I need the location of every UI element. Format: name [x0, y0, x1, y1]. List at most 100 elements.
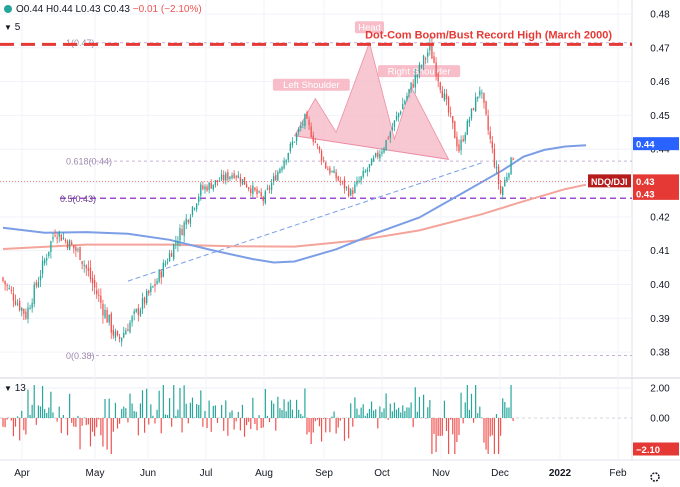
candle-body	[495, 166, 498, 169]
candle-body	[237, 175, 239, 178]
candle-body	[254, 187, 256, 191]
time-tick-label: Dec	[491, 468, 509, 479]
candle-body	[347, 187, 350, 196]
candle-body	[356, 180, 358, 185]
candle-body	[425, 58, 427, 60]
candle-body	[58, 232, 60, 237]
candle-body	[200, 184, 202, 196]
candle-body	[300, 126, 302, 128]
lower-pane-legend[interactable]: ▼ 13	[4, 383, 26, 394]
candle-body	[266, 188, 269, 190]
candle-body	[433, 56, 435, 63]
candle-body	[214, 180, 217, 186]
candle-body	[333, 170, 335, 173]
time-tick-label: Oct	[374, 468, 390, 479]
chevron-down-icon[interactable]: ▼	[4, 384, 12, 393]
candle-body	[158, 270, 160, 282]
candle-body	[352, 190, 354, 194]
candle-body	[337, 176, 339, 181]
candle-body	[464, 134, 466, 141]
candle-body	[360, 176, 362, 181]
candle-body	[458, 144, 460, 152]
candle-body	[264, 191, 267, 204]
head-label-box	[354, 21, 385, 34]
candle-body	[439, 82, 441, 90]
candle-body	[491, 141, 493, 149]
visibility-icon[interactable]	[4, 5, 12, 13]
candle-body	[402, 104, 404, 110]
candle-body	[456, 136, 458, 147]
candle-body	[170, 253, 173, 257]
candlestick-series	[2, 36, 514, 347]
candle-body	[472, 108, 475, 111]
candle-body	[248, 187, 250, 189]
candle-body	[8, 287, 10, 289]
symbol-tag-box	[588, 174, 631, 188]
candle-body	[73, 244, 75, 249]
candle-body	[220, 174, 223, 180]
candle-body	[31, 302, 33, 309]
candle-body	[285, 159, 287, 163]
fib-level-label: 1(0.47)	[66, 38, 95, 48]
candle-body	[245, 184, 248, 188]
candle-body	[410, 82, 412, 89]
candle-body	[441, 90, 444, 98]
candle-body	[252, 185, 254, 194]
candle-body	[250, 188, 252, 194]
candle-body	[37, 281, 40, 287]
price-tick-label: 0.47	[650, 43, 670, 54]
trend-line[interactable]	[127, 162, 483, 282]
candle-body	[452, 116, 454, 123]
candle-body	[499, 185, 502, 194]
candle-body	[195, 203, 198, 210]
candle-body	[489, 131, 491, 140]
candle-body	[435, 62, 437, 77]
chevron-down-icon[interactable]: ▼	[4, 23, 12, 32]
candle-body	[148, 290, 150, 294]
candle-body	[75, 247, 77, 251]
candle-body	[129, 322, 131, 333]
fast-moving-average	[2, 144, 587, 264]
lower-pane-indicator: 13	[14, 383, 26, 394]
candle-body	[139, 309, 142, 316]
candle-body	[422, 55, 425, 66]
candle-body	[239, 177, 242, 183]
oscillator-last-tag-box	[633, 442, 679, 456]
candle-body	[143, 297, 146, 304]
candle-body	[152, 286, 154, 288]
candle-body	[379, 154, 381, 159]
candle-body	[512, 158, 514, 160]
candle-body	[46, 258, 48, 261]
candle-body	[414, 75, 416, 88]
record-high-line[interactable]: Dot-Com Boom/Bust Record High (March 200…	[0, 29, 632, 46]
price-tick-label: 0.39	[650, 314, 670, 325]
oscillator-pane	[0, 385, 632, 454]
candle-body	[131, 316, 133, 323]
ohlc-low: L0.43	[75, 4, 101, 15]
candle-body	[198, 196, 200, 202]
candle-body	[156, 280, 158, 285]
main-pane-legend[interactable]: ▼ 5	[4, 22, 20, 33]
candle-body	[262, 197, 264, 202]
candle-body	[79, 247, 81, 260]
candle-body	[243, 177, 246, 185]
candle-body	[454, 121, 456, 139]
candle-body	[62, 237, 65, 239]
candle-body	[256, 189, 258, 195]
candle-body	[506, 176, 508, 182]
price-tick-label: 0.40	[650, 280, 670, 291]
fibonacci-levels[interactable]: 0(0.38) 0.5(0.43) 0.618(0.44) 1(0.47)	[60, 38, 632, 361]
candle-body	[235, 176, 237, 178]
candle-body	[447, 97, 450, 113]
candle-body	[29, 307, 31, 309]
candle-body	[293, 141, 296, 143]
gear-icon[interactable]	[650, 472, 660, 482]
candle-body	[306, 111, 308, 119]
fast-ma-tag: 0.44	[636, 140, 655, 151]
candle-body	[102, 303, 104, 316]
candle-body	[329, 167, 331, 174]
candle-body	[12, 293, 15, 301]
price-tick-label: 0.45	[650, 111, 670, 122]
ohlc-open: O0.44	[16, 4, 44, 15]
